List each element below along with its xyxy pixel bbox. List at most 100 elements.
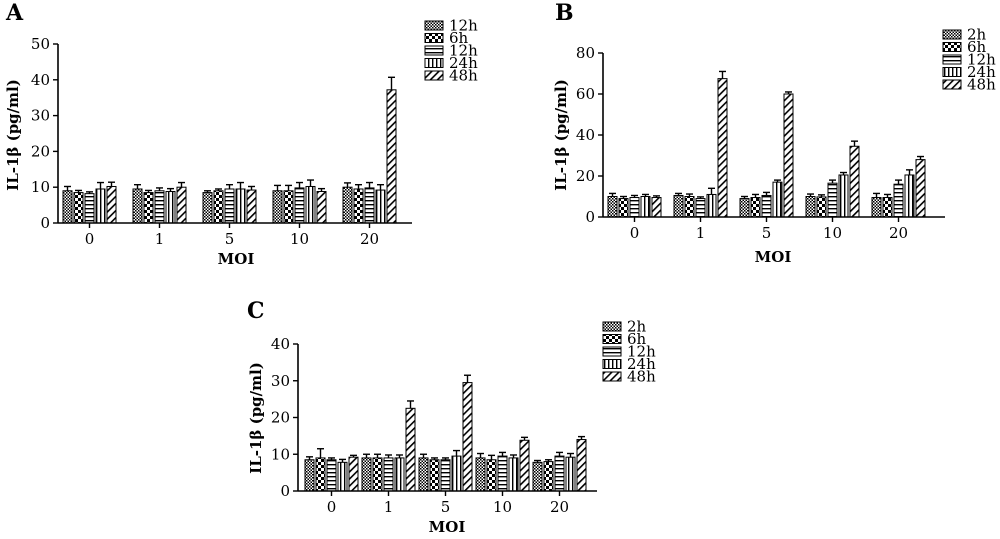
- bar: [304, 459, 315, 492]
- x-tick-label: 5: [762, 224, 772, 242]
- legend-label: 12h: [449, 42, 478, 60]
- bar: [532, 461, 543, 492]
- legend-label: 24h: [449, 54, 478, 72]
- bar: [418, 457, 429, 492]
- x-tick-label: 1: [696, 224, 706, 242]
- legend-swatch: [424, 20, 444, 31]
- bar: [143, 192, 154, 224]
- legend-swatch: [602, 359, 622, 369]
- bar: [383, 457, 394, 492]
- y-tick-label: 50: [31, 35, 50, 53]
- x-tick-label: 5: [441, 498, 451, 516]
- bar: [607, 196, 618, 218]
- legend-swatch: [602, 334, 622, 344]
- y-tick-label: 0: [40, 214, 50, 232]
- y-tick-label: 20: [31, 142, 50, 160]
- bar: [882, 197, 893, 218]
- x-tick-label: 20: [550, 498, 569, 516]
- bar: [519, 439, 530, 492]
- legend-swatch: [942, 67, 962, 77]
- x-axis-label: MOI: [429, 518, 466, 536]
- y-tick-label: 20: [576, 167, 595, 185]
- bar: [554, 455, 565, 492]
- bar: [706, 193, 717, 218]
- bar: [106, 185, 117, 224]
- bar: [618, 198, 629, 218]
- legend-swatch: [424, 58, 444, 68]
- bar: [62, 190, 73, 224]
- legend-label: 6h: [967, 38, 987, 56]
- bar: [462, 382, 473, 492]
- bar: [372, 457, 383, 492]
- bar: [838, 174, 849, 218]
- y-tick-label: 0: [585, 208, 595, 226]
- legend-label: 48h: [449, 67, 478, 85]
- bar: [783, 93, 794, 218]
- bar: [176, 186, 187, 224]
- bar: [849, 145, 860, 218]
- legend-label: 24h: [967, 63, 996, 81]
- y-tick-label: 10: [31, 178, 50, 196]
- y-tick-label: 30: [31, 107, 50, 125]
- bar: [326, 459, 337, 492]
- x-tick-label: 1: [155, 230, 165, 248]
- bar: [394, 457, 405, 492]
- bar: [315, 457, 326, 492]
- y-axis-label: IL-1β (pg/ml): [4, 79, 22, 191]
- bar: [405, 407, 416, 492]
- y-tick-label: 80: [576, 44, 595, 62]
- y-tick-label: 20: [271, 409, 290, 427]
- legend-label: 12h: [627, 343, 656, 361]
- bar: [750, 197, 761, 218]
- bar: [805, 196, 816, 218]
- bar: [235, 188, 246, 224]
- bar: [827, 182, 838, 218]
- panel-label: B: [555, 0, 574, 26]
- legend-swatch: [424, 45, 444, 56]
- bar: [386, 89, 397, 224]
- bar: [673, 194, 684, 218]
- bar: [816, 196, 827, 218]
- x-tick-labels: 0 1 5 10 20: [85, 230, 379, 248]
- legend-swatch: [942, 54, 962, 65]
- panel-label: A: [5, 0, 24, 26]
- bar: [154, 190, 165, 224]
- bar: [95, 188, 106, 224]
- legend-swatch: [602, 346, 622, 357]
- bar: [440, 459, 451, 492]
- x-tick-label: 5: [225, 230, 235, 248]
- bar: [629, 197, 640, 218]
- chart-panel-c: C IL-1β (pg/ml) MOI 0 10 20 30 40 0 1 5 10 20 2h…: [247, 298, 656, 536]
- legend-label: 48h: [627, 368, 656, 386]
- bar: [508, 457, 519, 492]
- bar: [475, 457, 486, 492]
- bar: [361, 457, 372, 492]
- legend-label: 6h: [627, 330, 647, 348]
- bar: [132, 188, 143, 224]
- bar: [772, 181, 783, 218]
- bar: [353, 188, 364, 224]
- bar: [915, 159, 926, 218]
- bar: [904, 174, 915, 218]
- legend-label: 12h: [449, 17, 478, 35]
- x-tick-label: 10: [823, 224, 842, 242]
- legend-label: 12h: [967, 51, 996, 69]
- bar: [486, 459, 497, 492]
- bar: [294, 187, 305, 224]
- legend-swatch: [942, 79, 962, 90]
- bar: [224, 188, 235, 224]
- bar: [246, 189, 257, 224]
- legend-swatch: [942, 29, 962, 40]
- bar: [739, 198, 750, 218]
- bars: [607, 70, 926, 218]
- x-axis-label: MOI: [218, 250, 255, 268]
- legend-swatch: [942, 42, 962, 52]
- y-axis-label: IL-1β (pg/ml): [247, 362, 265, 474]
- bar: [364, 187, 375, 224]
- bar: [202, 192, 213, 224]
